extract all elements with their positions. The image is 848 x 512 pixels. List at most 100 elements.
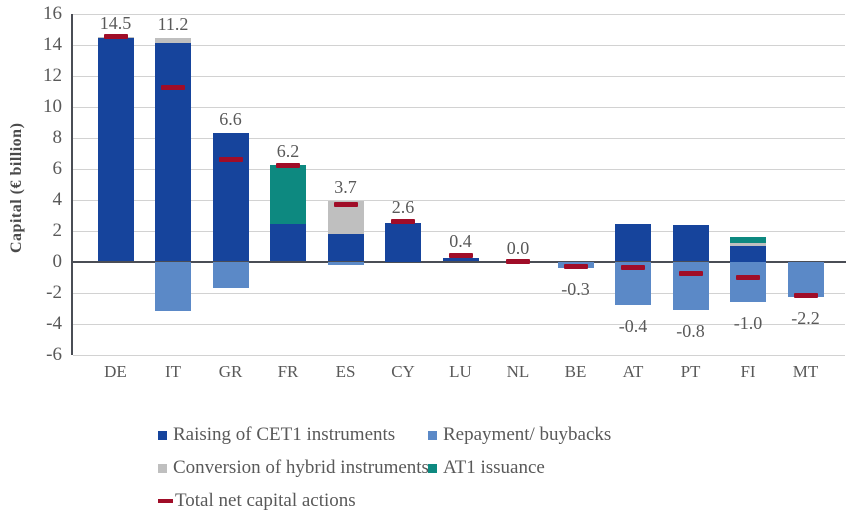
legend-label-repayment-buybacks: Repayment/ buybacks bbox=[443, 424, 612, 445]
category-label-PT: PT bbox=[680, 362, 701, 381]
bar-segment-ES-cet1 bbox=[327, 233, 364, 262]
gridline-4 bbox=[73, 199, 845, 201]
bar-segment-IT-hybrid bbox=[155, 38, 191, 43]
ytick-label-6: 6 bbox=[52, 157, 63, 179]
bar-segment-PT-repayment bbox=[672, 261, 709, 311]
net-marker-MT bbox=[793, 293, 818, 299]
legend-item-repayment-buybacks: Repayment/ buybacks bbox=[428, 424, 668, 446]
bar-segment-DE-cet1 bbox=[97, 38, 134, 262]
hybrid-swatch-icon bbox=[158, 463, 167, 473]
category-label-FR: FR bbox=[277, 362, 299, 381]
gridline-12 bbox=[73, 75, 845, 77]
value-label-FR: 6.2 bbox=[276, 141, 300, 162]
bar-segment-GR-repayment bbox=[212, 261, 249, 288]
legend-label-total-net-capital-actions: Total net capital actions bbox=[175, 490, 356, 511]
bar-segment-FI-at1 bbox=[730, 236, 766, 243]
ytick-label-4: 4 bbox=[52, 188, 63, 210]
legend-label-at1-issuance: AT1 issuance bbox=[443, 457, 545, 478]
category-label-LU: LU bbox=[449, 362, 472, 381]
category-label-NL: NL bbox=[506, 362, 530, 381]
value-label-LU: 0.4 bbox=[449, 231, 472, 252]
chart-legend: Raising of CET1 instruments Repayment/ b… bbox=[158, 424, 668, 512]
category-label-DE: DE bbox=[104, 362, 127, 381]
ytick-label-14: 14 bbox=[43, 33, 62, 55]
bar-segment-ES-repayment bbox=[327, 261, 364, 265]
cet1-swatch-icon bbox=[158, 430, 167, 440]
net-marker-GR bbox=[218, 156, 243, 162]
value-label-PT: -0.8 bbox=[676, 321, 705, 342]
bar-segment-FI-repayment bbox=[730, 261, 766, 302]
y-axis-line bbox=[71, 13, 73, 355]
value-label-NL: 0.0 bbox=[506, 237, 530, 258]
value-label-CY: 2.6 bbox=[391, 197, 415, 218]
category-label-IT: IT bbox=[164, 362, 182, 381]
bar-segment-CY-cet1 bbox=[385, 222, 421, 262]
bar-segment-FI-hybrid bbox=[730, 242, 766, 246]
net-marker-ES bbox=[333, 201, 358, 207]
category-label-BE: BE bbox=[564, 362, 587, 381]
value-label-GR: 6.6 bbox=[219, 108, 242, 129]
at1-swatch-icon bbox=[428, 463, 437, 473]
gridline-10 bbox=[73, 106, 845, 108]
bar-segment-MT-repayment bbox=[787, 261, 824, 298]
bar-segment-AT-cet1 bbox=[615, 224, 651, 262]
net-marker-LU bbox=[448, 252, 473, 258]
net-marker-BE bbox=[563, 263, 588, 269]
bar-segment-LU-cet1 bbox=[442, 258, 479, 262]
legend-label-hybrid-conversion: Conversion of hybrid instruments bbox=[173, 457, 429, 478]
gridline-16 bbox=[73, 13, 845, 15]
bar-segment-FI-cet1 bbox=[730, 246, 766, 262]
bar-segment-IT-repayment bbox=[155, 261, 191, 312]
ytick-label--2: -2 bbox=[46, 281, 62, 303]
net-marker-DE bbox=[103, 34, 128, 40]
bar-segment-IT-cet1 bbox=[155, 42, 191, 262]
legend-item-at1-issuance: AT1 issuance bbox=[428, 457, 668, 479]
value-label-IT: 11.2 bbox=[157, 14, 189, 35]
legend-item-hybrid-conversion: Conversion of hybrid instruments bbox=[158, 457, 429, 479]
net-marker-FR bbox=[276, 162, 300, 168]
bar-segment-FR-cet1 bbox=[270, 224, 306, 262]
category-label-ES: ES bbox=[335, 362, 356, 381]
ytick-label-8: 8 bbox=[52, 126, 63, 148]
net-marker-PT bbox=[678, 271, 703, 277]
value-label-DE: 14.5 bbox=[99, 12, 132, 33]
gridline-2 bbox=[73, 230, 845, 232]
ytick-label--6: -6 bbox=[46, 343, 62, 365]
category-label-FI: FI bbox=[740, 362, 756, 381]
legend-item-total-net-capital-actions: Total net capital actions bbox=[158, 490, 428, 512]
value-label-AT: -0.4 bbox=[618, 315, 648, 336]
repayment-swatch-icon bbox=[428, 430, 437, 440]
legend-item-raising-cet1: Raising of CET1 instruments bbox=[158, 424, 428, 446]
value-label-MT: -2.2 bbox=[791, 308, 820, 329]
gridline--2 bbox=[73, 292, 845, 294]
category-label-MT: MT bbox=[792, 362, 819, 381]
gridline--4 bbox=[73, 323, 845, 325]
category-label-GR: GR bbox=[218, 362, 243, 381]
ytick-label-2: 2 bbox=[52, 219, 63, 241]
net-marker-CY bbox=[391, 218, 415, 224]
bar-segment-FR-at1 bbox=[270, 165, 306, 225]
bar-segment-PT-cet1 bbox=[672, 225, 709, 262]
gridline-8 bbox=[73, 137, 845, 139]
ytick-label-12: 12 bbox=[43, 64, 62, 86]
net-marker-AT bbox=[621, 265, 645, 271]
value-label-FI: -1.0 bbox=[733, 312, 763, 333]
legend-label-raising-cet1: Raising of CET1 instruments bbox=[173, 424, 396, 445]
gridline-14 bbox=[73, 44, 845, 46]
net-dash-swatch-icon bbox=[158, 499, 173, 503]
net-marker-IT bbox=[161, 85, 185, 91]
value-label-ES: 3.7 bbox=[334, 177, 357, 198]
value-label-BE: -0.3 bbox=[561, 278, 590, 299]
category-label-AT: AT bbox=[622, 362, 644, 381]
net-marker-NL bbox=[506, 259, 530, 264]
category-label-CY: CY bbox=[391, 362, 415, 381]
ytick-label-0: 0 bbox=[52, 250, 63, 272]
bar-segment-GR-cet1 bbox=[212, 132, 249, 262]
ytick-label--4: -4 bbox=[46, 312, 62, 334]
zero-axis-line bbox=[73, 260, 846, 263]
gridline--6 bbox=[73, 354, 845, 356]
ytick-label-16: 16 bbox=[43, 2, 62, 24]
gridline-6 bbox=[73, 168, 845, 170]
ytick-label-10: 10 bbox=[43, 95, 62, 117]
